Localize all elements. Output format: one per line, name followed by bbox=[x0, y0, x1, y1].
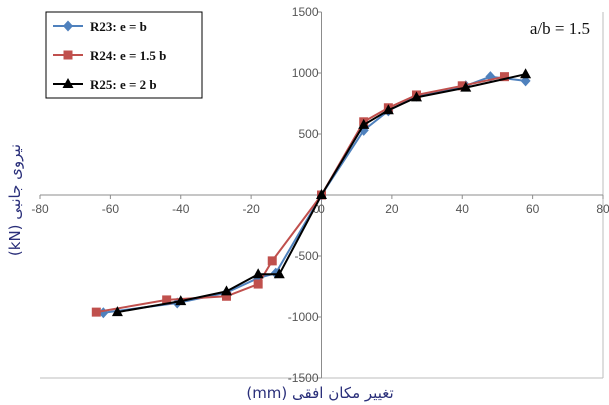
series-line bbox=[96, 77, 504, 312]
x-tick-label: -60 bbox=[102, 202, 120, 216]
y-tick-label: 1000 bbox=[292, 66, 319, 80]
x-tick-label: -80 bbox=[31, 202, 49, 216]
legend-label: R24: e = 1.5 b bbox=[90, 48, 166, 63]
y-tick-label: -1500 bbox=[288, 371, 319, 385]
y-tick-label: -1000 bbox=[288, 310, 319, 324]
x-tick-label: 60 bbox=[526, 202, 540, 216]
data-point bbox=[92, 308, 101, 317]
x-tick-label: 40 bbox=[456, 202, 470, 216]
y-tick-label: 1500 bbox=[292, 5, 319, 19]
y-tick-label: -500 bbox=[294, 249, 318, 263]
data-point bbox=[520, 68, 531, 78]
x-axis-title: تغییر مکان افقی (mm) bbox=[246, 384, 393, 402]
data-point bbox=[268, 256, 277, 265]
x-tick-label: -20 bbox=[242, 202, 260, 216]
x-tick-label: 80 bbox=[596, 202, 609, 216]
y-axis-title: نیروی جانبی (kN) bbox=[6, 144, 24, 256]
x-tick-label: -40 bbox=[172, 202, 190, 216]
legend: R23: e = b R24: e = 1.5 b R25: e = 2 b bbox=[46, 12, 202, 98]
series-2 bbox=[92, 72, 509, 316]
ratio-annotation: a/b = 1.5 bbox=[530, 19, 590, 38]
legend-label: R23: e = b bbox=[90, 19, 147, 34]
legend-swatch-marker bbox=[64, 51, 73, 60]
x-tick-label: 20 bbox=[385, 202, 399, 216]
y-tick-label: 500 bbox=[298, 127, 318, 141]
series-layer bbox=[92, 68, 531, 318]
legend-label: R25: e = 2 b bbox=[90, 77, 157, 92]
data-point bbox=[254, 280, 263, 289]
